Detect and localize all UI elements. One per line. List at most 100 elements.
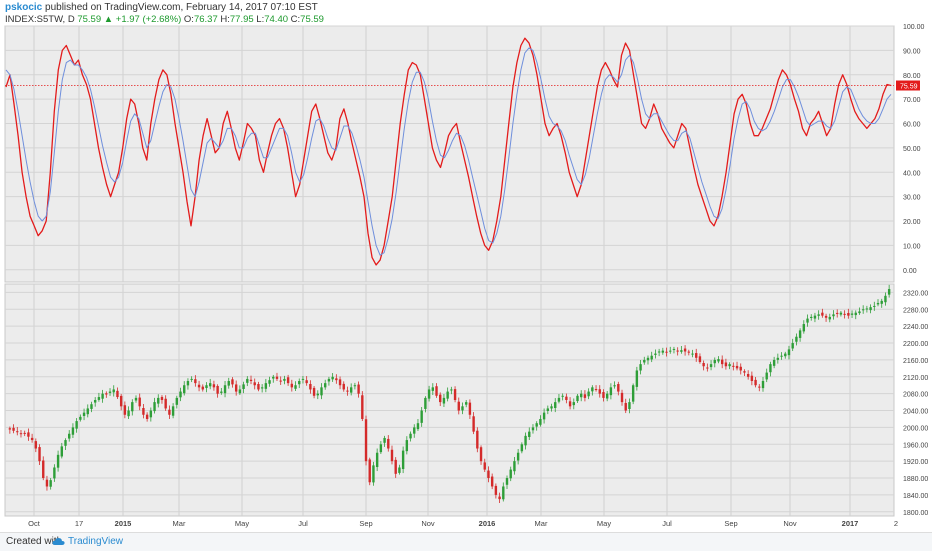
created-with-text: Created with: [6, 536, 63, 547]
price-y-tick-label: 2280.00: [903, 307, 928, 314]
candle-body: [179, 391, 182, 398]
chart-header-publisher: pskocic published on TradingView.com, Fe…: [5, 2, 318, 13]
price-y-tick-label: 2080.00: [903, 392, 928, 399]
price-y-tick-label: 2040.00: [903, 409, 928, 416]
candle-body: [776, 357, 780, 360]
candle-body: [746, 373, 750, 377]
candle-body: [554, 402, 557, 408]
candle-body: [201, 386, 204, 390]
candle-body: [298, 381, 301, 385]
oscillator-panel: [4, 25, 895, 283]
candle-body: [435, 386, 438, 396]
current-level-label: 75.59: [900, 84, 918, 91]
current-level-badge: [896, 80, 920, 91]
x-tick-label: 2: [894, 519, 898, 528]
candle-body: [279, 380, 282, 382]
candle-body: [246, 378, 249, 383]
candle-body: [509, 469, 512, 479]
price-y-tick-label: 1880.00: [903, 476, 928, 483]
candle-body: [127, 410, 130, 417]
candle-body: [513, 461, 516, 472]
candle-body: [505, 478, 509, 485]
signal-line: [5, 47, 892, 256]
candle-body: [301, 378, 305, 380]
candle-body: [535, 423, 538, 427]
osc-y-tick-label: 70.00: [903, 97, 921, 104]
candle-body: [101, 393, 104, 399]
chart-canvas[interactable]: 100.00 90.00 80.00 70.00 60.00 50.00 40.00 30.0…: [0, 0, 932, 532]
candle-body: [93, 400, 97, 403]
candle-body: [583, 394, 587, 398]
publisher-username[interactable]: pskocic: [5, 2, 43, 13]
candle-body: [375, 452, 379, 468]
price-y-tick-label: 2120.00: [903, 375, 928, 382]
candle-body: [116, 390, 119, 398]
candle-body: [669, 350, 672, 352]
candle-body: [168, 409, 171, 415]
candle-body: [498, 496, 501, 500]
candle-body: [657, 351, 661, 353]
candle-body: [605, 393, 609, 399]
published-text: published on TradingView.com, February 1…: [42, 2, 318, 13]
x-tick-label: Sep: [724, 519, 737, 528]
candle-body: [880, 300, 883, 304]
candle-body: [8, 428, 12, 430]
candle-body: [528, 431, 531, 438]
candle-body: [787, 349, 791, 356]
candle-body: [205, 385, 208, 389]
candle-body: [784, 353, 787, 357]
candle-body: [594, 389, 598, 391]
candle-body: [450, 389, 453, 391]
candle-body: [305, 380, 308, 384]
candle-body: [832, 314, 835, 317]
candle-body: [231, 379, 234, 385]
last-value: 75.59: [77, 14, 102, 25]
osc-y-tick-label: 90.00: [903, 48, 921, 55]
candle-body: [264, 383, 268, 389]
candle-body: [105, 393, 108, 395]
footer-bar: Created with TradingView: [0, 532, 932, 551]
price-y-tick-label: 2320.00: [903, 290, 928, 297]
change-value: ▲ +1.97 (+2.68%): [103, 14, 182, 25]
candle-body: [865, 308, 869, 310]
candle-body: [550, 406, 553, 409]
candle-body: [724, 362, 728, 367]
candle-body: [565, 396, 568, 400]
candle-body: [539, 418, 542, 425]
candle-body: [12, 427, 15, 431]
osc-y-tick-label: 80.00: [903, 73, 921, 80]
x-tick-label: Jul: [662, 519, 672, 528]
candle-body: [79, 416, 82, 420]
candle-body: [453, 389, 457, 400]
x-tick-label: May: [235, 519, 249, 528]
candle-body: [364, 419, 368, 462]
candle-body: [836, 312, 839, 314]
candle-body: [887, 289, 891, 295]
x-tick-label: 2016: [479, 519, 496, 528]
candle-body: [735, 365, 739, 369]
symbol-label[interactable]: INDEX:S5TW, D: [5, 14, 75, 25]
candle-body: [53, 467, 56, 479]
candle-body: [401, 450, 405, 470]
close-label: C:: [290, 14, 301, 25]
candle-body: [810, 316, 813, 318]
candle-body: [82, 412, 86, 416]
candle-body: [335, 378, 338, 381]
candle-body: [38, 447, 41, 462]
candle-body: [149, 410, 153, 418]
candle-body: [71, 427, 75, 435]
candle-body: [687, 351, 691, 353]
candle-body: [223, 385, 227, 394]
osc-y-tick-label: 60.00: [903, 122, 921, 129]
tradingview-brand-link[interactable]: TradingView: [68, 536, 124, 547]
candle-body: [260, 387, 264, 389]
candle-body: [249, 379, 253, 382]
candle-body: [324, 383, 327, 388]
x-tick-label: Mar: [535, 519, 548, 528]
candle-body: [654, 353, 657, 355]
candle-body: [257, 384, 260, 390]
candle-body: [316, 393, 319, 396]
osc-y-tick-label: 100.00: [903, 24, 925, 31]
candle-body: [798, 330, 802, 338]
candle-body: [446, 391, 449, 399]
